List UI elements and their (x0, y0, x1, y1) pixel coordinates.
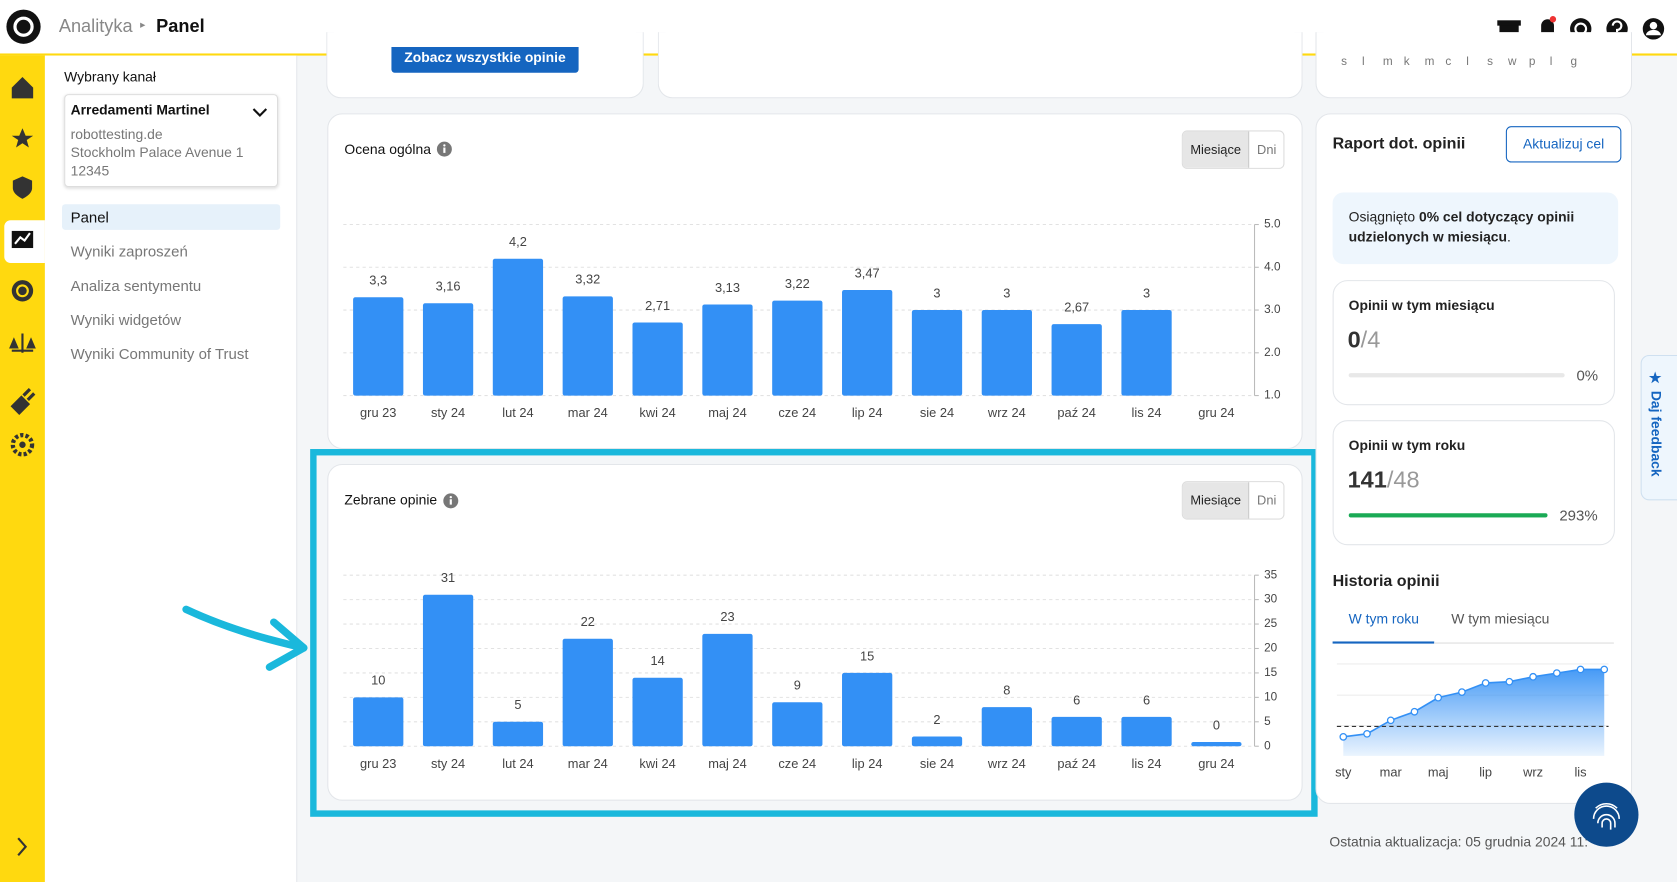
rating-card (327, 113, 1303, 450)
info-text: Osiągnięto (1348, 208, 1419, 225)
card-title: Zebrane opinie (344, 491, 438, 508)
toggle-option[interactable]: Dni (1257, 142, 1277, 158)
channel-line: Stockholm Palace Avenue 1 (70, 144, 244, 161)
channel-line: 12345 (70, 162, 110, 179)
fingerprint-button[interactable] (1572, 780, 1640, 848)
nav-item[interactable]: Wyniki widgetów (70, 311, 182, 329)
history-tab[interactable]: W tym roku (1348, 610, 1419, 627)
side-menu (44, 55, 298, 882)
annotation-arrow (182, 605, 308, 671)
breadcrumb-separator: ▸ (140, 19, 146, 32)
stat-value: 0/4 (1348, 326, 1381, 354)
button-label: Zobacz wszystkie opinie (404, 49, 566, 66)
card (1315, 32, 1633, 99)
footer-note: Ostatnia aktualizacja: 05 grudnia 2024 1… (1329, 833, 1589, 850)
progress-track (1348, 373, 1565, 378)
info-text: . (1507, 228, 1511, 245)
stat-goal: /4 (1360, 326, 1381, 353)
channel-label: Wybrany kanał (64, 68, 157, 85)
toggle-option[interactable]: Dni (1257, 492, 1277, 508)
stat-title: Opinii w tym roku (1348, 437, 1466, 454)
weekday: g (1570, 55, 1578, 69)
weekday: l (1549, 55, 1553, 69)
stat-title: Opinii w tym miesiącu (1348, 297, 1495, 314)
chevron (252, 108, 268, 117)
rail-icons[interactable] (9, 73, 37, 864)
year-card (1332, 420, 1615, 546)
channel-line: robottesting.de (70, 126, 163, 143)
history-title: Historia opinii (1332, 571, 1440, 591)
toggle-option[interactable]: Miesiące (1182, 482, 1250, 519)
feedback-label[interactable]: ★ Daj feedback (1648, 370, 1665, 477)
history-tab[interactable]: W tym miesiącu (1451, 610, 1550, 627)
breadcrumb-root[interactable]: Analityka (58, 16, 133, 37)
channel-name: Arredamenti Martinel (70, 101, 210, 118)
update-goal-button[interactable]: Aktualizuj cel (1505, 126, 1622, 163)
info-icon[interactable] (436, 141, 452, 157)
stat-percent: 293% (1559, 506, 1598, 524)
progress-track (1348, 513, 1548, 518)
feedback-text: Daj feedback (1648, 390, 1665, 477)
report-title: Raport dot. opinii (1332, 134, 1466, 153)
weekday: s (1487, 55, 1494, 69)
feedback-tab[interactable] (1640, 354, 1677, 501)
all-reviews-button[interactable]: Zobacz wszystkie opinie (391, 47, 579, 73)
weekday: p (1528, 55, 1536, 69)
weekday: l (1362, 55, 1365, 69)
weekday: k (1403, 55, 1410, 69)
info-box: Osiągnięto 0% cel dotyczący opinii udzie… (1332, 192, 1619, 265)
stat-count: 0 (1347, 326, 1361, 353)
weekday: m (1382, 55, 1393, 69)
nav-item[interactable]: Analiza sentymentu (70, 276, 202, 295)
stat-goal: /48 (1386, 466, 1420, 493)
weekday: m (1424, 55, 1435, 69)
button-label: Aktualizuj cel (1523, 135, 1605, 152)
stat-percent: 0% (1576, 366, 1599, 384)
weekday: l (1466, 55, 1469, 69)
channel-select[interactable] (64, 94, 279, 188)
nav-item[interactable]: Panel (62, 204, 281, 230)
breadcrumb-current: Panel (156, 16, 205, 37)
stat-value: 141/48 (1348, 466, 1420, 494)
stat-count: 141 (1347, 466, 1387, 493)
nav-item[interactable]: Wyniki zaproszeń (70, 242, 188, 260)
weekday: w (1507, 55, 1517, 69)
info-icon[interactable] (443, 493, 459, 509)
nav-item[interactable]: Wyniki Community of Trust (70, 345, 249, 363)
info-text: 0% cel dotyczący opinii udzielonych w mi… (1348, 208, 1575, 245)
month-card (1332, 280, 1615, 406)
highlight-box (310, 449, 1318, 817)
tab-underline (1332, 641, 1435, 644)
card (657, 32, 1303, 99)
toggle-option[interactable]: Miesiące (1182, 131, 1250, 168)
progress-fill (1348, 513, 1548, 518)
period-toggle[interactable]: Miesiące Dni (1181, 481, 1285, 520)
weekday: c (1445, 55, 1452, 69)
logo[interactable] (5, 9, 41, 45)
card-title: Ocena ogólna (344, 141, 431, 158)
tab-divider (1434, 642, 1614, 644)
weekday: s (1341, 55, 1348, 69)
period-toggle[interactable]: Miesiące Dni (1181, 130, 1285, 169)
